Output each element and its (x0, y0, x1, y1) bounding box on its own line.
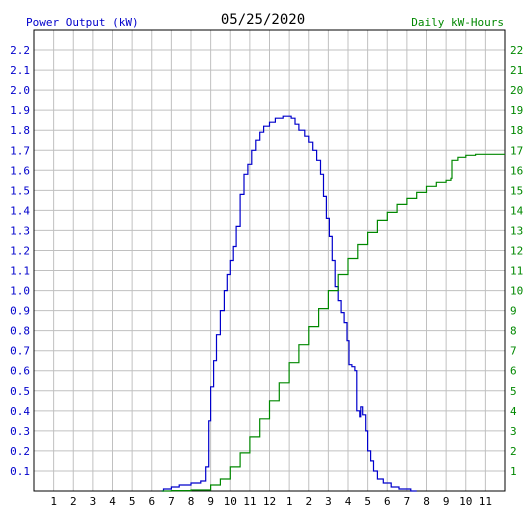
x-tick-label: 4 (345, 495, 352, 508)
x-tick-labels: 1 2 3 4 5 6 7 8 9 10 11 12 1 2 3 4 5 6 7 8 9 10 11 (50, 495, 492, 508)
right-tick-label: 16 (510, 164, 523, 177)
left-tick-label: 0.8 (10, 325, 30, 338)
x-tick-label: 11 (243, 495, 256, 508)
x-tick-label: 7 (168, 495, 175, 508)
x-tick-label: 5 (364, 495, 371, 508)
left-tick-label: 1.3 (10, 224, 30, 237)
left-tick-label: 1.7 (10, 144, 30, 157)
x-tick-label: 9 (443, 495, 450, 508)
left-tick-label: 2.0 (10, 84, 30, 97)
left-axis-label: Power Output (kW) (26, 16, 139, 29)
x-tick-label: 2 (305, 495, 312, 508)
x-tick-label: 10 (459, 495, 472, 508)
right-tick-label: 21 (510, 64, 523, 77)
right-tick-label: 4 (510, 405, 517, 418)
right-tick-label: 18 (510, 124, 523, 137)
left-tick-label: 1.6 (10, 164, 30, 177)
left-tick-label: 1.9 (10, 104, 30, 117)
right-tick-label: 17 (510, 144, 523, 157)
left-tick-label: 2.1 (10, 64, 30, 77)
x-tick-label: 2 (70, 495, 77, 508)
x-tick-label: 12 (263, 495, 276, 508)
x-tick-label: 8 (423, 495, 430, 508)
right-tick-label: 13 (510, 224, 523, 237)
right-axis-label: Daily kW-Hours (411, 16, 504, 29)
right-tick-label: 1 (510, 465, 517, 478)
left-tick-label: 0.4 (10, 405, 30, 418)
right-tick-label: 15 (510, 184, 523, 197)
left-tick-label: 0.3 (10, 425, 30, 438)
plot-frame (33, 29, 506, 492)
right-tick-label: 22 (510, 44, 523, 57)
left-tick-label: 1.1 (10, 265, 30, 278)
plot-border (33, 29, 506, 492)
x-tick-label: 6 (148, 495, 155, 508)
x-tick-label: 3 (90, 495, 97, 508)
x-tick-label: 11 (479, 495, 492, 508)
x-tick-label: 3 (325, 495, 332, 508)
x-tick-label: 8 (188, 495, 195, 508)
right-tick-label: 10 (510, 285, 523, 298)
left-tick-label: 0.2 (10, 445, 30, 458)
x-tick-label: 5 (129, 495, 136, 508)
series-layer (161, 115, 505, 492)
right-tick-label: 20 (510, 84, 523, 97)
daily-kwh-line (161, 153, 505, 492)
right-tick-label: 14 (510, 204, 524, 217)
x-tick-label: 1 (50, 495, 57, 508)
left-tick-label: 2.2 (10, 44, 30, 57)
left-tick-label: 0.5 (10, 385, 30, 398)
x-tick-label: 10 (224, 495, 237, 508)
right-tick-label: 19 (510, 104, 523, 117)
right-tick-label: 2 (510, 445, 517, 458)
x-tick-label: 4 (109, 495, 116, 508)
chart-title: 05/25/2020 (221, 12, 305, 28)
right-tick-label: 8 (510, 325, 517, 338)
x-tick-label: 7 (404, 495, 411, 508)
left-tick-labels: 0.1 0.2 0.3 0.4 0.5 0.6 0.7 0.8 0.9 1.0 1.1 1.2 1.3 1… (10, 44, 30, 478)
right-tick-label: 5 (510, 385, 517, 398)
left-tick-label: 1.8 (10, 124, 30, 137)
left-tick-label: 1.4 (10, 204, 30, 217)
left-tick-label: 1.2 (10, 244, 30, 257)
left-tick-label: 0.7 (10, 345, 30, 358)
x-tick-label: 9 (207, 495, 214, 508)
left-tick-label: 0.6 (10, 365, 30, 378)
right-tick-label: 6 (510, 365, 517, 378)
power-output-line (161, 115, 417, 492)
left-tick-label: 0.9 (10, 305, 30, 318)
right-tick-label: 11 (510, 265, 523, 278)
x-tick-label: 1 (286, 495, 293, 508)
x-tick-label: 6 (384, 495, 391, 508)
left-tick-label: 0.1 (10, 465, 30, 478)
right-tick-label: 7 (510, 345, 517, 358)
right-tick-label: 3 (510, 425, 517, 438)
right-tick-label: 9 (510, 305, 517, 318)
left-tick-label: 1.0 (10, 285, 30, 298)
left-tick-label: 1.5 (10, 184, 30, 197)
right-tick-label: 12 (510, 244, 523, 257)
